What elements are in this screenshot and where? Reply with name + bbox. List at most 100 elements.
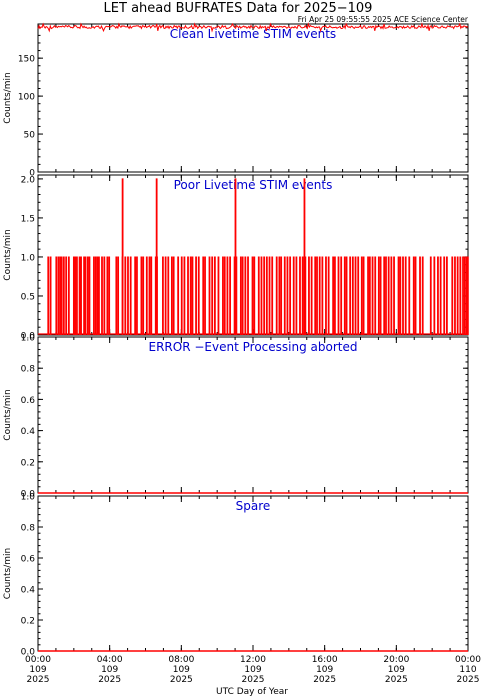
- y-tick-label: 0.5: [21, 292, 35, 302]
- spike-mark: [399, 256, 402, 335]
- spike-mark: [167, 256, 170, 335]
- spike-mark: [140, 256, 143, 335]
- spike-mark: [60, 256, 63, 335]
- x-tick-time-label: 12:00: [240, 655, 266, 665]
- spike-mark: [183, 256, 186, 335]
- spike-mark: [101, 256, 103, 335]
- y-tick-label: 0.4: [21, 427, 36, 437]
- y-axis-label: Counts/min: [3, 389, 13, 440]
- spike-mark: [459, 256, 462, 335]
- spike-mark: [327, 256, 330, 335]
- y-tick-label: 1.0: [21, 334, 36, 344]
- spike-mark: [263, 256, 266, 335]
- y-tick-label: 0.4: [21, 586, 36, 596]
- spike-mark: [136, 256, 138, 335]
- y-axis-label: Counts/min: [3, 72, 13, 123]
- spike-mark: [351, 256, 354, 335]
- spike-mark: [197, 256, 200, 335]
- x-tick-time-label: 04:00: [97, 655, 123, 665]
- spike-mark: [433, 256, 436, 335]
- spike-mark: [211, 256, 214, 335]
- spike-mark: [414, 256, 417, 335]
- spike-mark: [80, 256, 82, 335]
- figure-title: LET ahead BUFRATES Data for 2025−109: [104, 1, 373, 16]
- spike-mark: [337, 256, 340, 335]
- series-line: [37, 22, 469, 33]
- spike-mark: [83, 256, 85, 335]
- spike-mark: [103, 256, 106, 335]
- x-axis: 00:00109202504:00109202508:00109202512:0…: [25, 655, 481, 685]
- x-tick-doy-label: 109: [101, 665, 118, 675]
- spike-mark: [289, 256, 292, 335]
- spike-mark: [96, 256, 99, 335]
- spike-mark: [371, 256, 374, 335]
- spike-mark: [260, 256, 263, 335]
- spike-mark: [170, 256, 173, 335]
- spike-mark: [189, 256, 192, 335]
- spike-mark: [191, 256, 194, 335]
- y-tick-label: 0.2: [21, 458, 35, 468]
- spike-mark: [368, 256, 371, 335]
- y-tick-label: 0.0: [21, 648, 36, 658]
- spike-mark: [462, 256, 464, 335]
- spike-mark: [292, 256, 295, 335]
- spike-mark: [316, 256, 318, 335]
- spike-mark: [222, 256, 224, 335]
- panel-frame: [37, 495, 469, 652]
- spike-mark: [343, 256, 346, 335]
- spike-mark: [98, 256, 100, 335]
- spike-mark: [429, 256, 432, 335]
- spike-mark: [180, 256, 183, 335]
- spike-mark: [145, 256, 148, 335]
- spike-mark: [383, 256, 386, 335]
- x-tick-year-label: 2025: [170, 675, 193, 685]
- spike-mark: [340, 256, 343, 335]
- spike-mark: [47, 256, 50, 335]
- x-tick-doy-label: 109: [244, 665, 261, 675]
- spike-mark: [271, 256, 274, 335]
- spike-mark: [275, 256, 278, 335]
- spike-mark: [108, 256, 111, 335]
- y-tick-label: 0.2: [21, 617, 35, 627]
- spike-mark: [451, 256, 454, 335]
- spike-mark: [150, 256, 153, 335]
- spike-mark: [283, 256, 286, 335]
- spike-mark: [466, 256, 469, 335]
- spike-mark: [226, 256, 229, 335]
- panel-frame: [37, 23, 469, 173]
- spike-mark: [404, 256, 407, 335]
- spike-mark: [360, 256, 363, 335]
- spike-mark: [390, 256, 393, 335]
- spike-mark: [134, 256, 137, 335]
- spike-mark: [251, 256, 254, 335]
- spike-mark: [299, 256, 301, 335]
- spike-mark: [162, 256, 164, 335]
- spike-mark: [295, 256, 298, 335]
- x-axis-label: UTC Day of Year: [216, 687, 288, 697]
- spike-mark: [374, 256, 377, 335]
- y-tick-label: 0.8: [21, 365, 36, 375]
- spike-mark: [310, 256, 313, 335]
- x-tick-doy-label: 109: [316, 665, 333, 675]
- spike-mark: [412, 256, 415, 335]
- spike-mark: [421, 256, 424, 335]
- spike-mark: [325, 256, 327, 335]
- y-tick-label: 0.6: [21, 396, 36, 406]
- spike-mark: [247, 256, 249, 335]
- spike-mark: [88, 256, 91, 335]
- spike-mark: [265, 256, 268, 335]
- spike-mark: [244, 256, 247, 335]
- spike-mark: [393, 256, 395, 335]
- spike-mark: [397, 256, 400, 335]
- spike-mark: [164, 256, 167, 335]
- spike-mark: [55, 256, 58, 335]
- spike-mark: [208, 256, 211, 335]
- spike-mark: [345, 256, 348, 335]
- panel-title: ERROR −Event Processing aborted: [149, 340, 358, 354]
- spike-mark: [49, 256, 52, 335]
- x-tick-year-label: 2025: [242, 675, 265, 685]
- spike-mark: [59, 256, 62, 335]
- y-tick-label: 1.5: [21, 214, 35, 224]
- spike-mark: [217, 256, 220, 335]
